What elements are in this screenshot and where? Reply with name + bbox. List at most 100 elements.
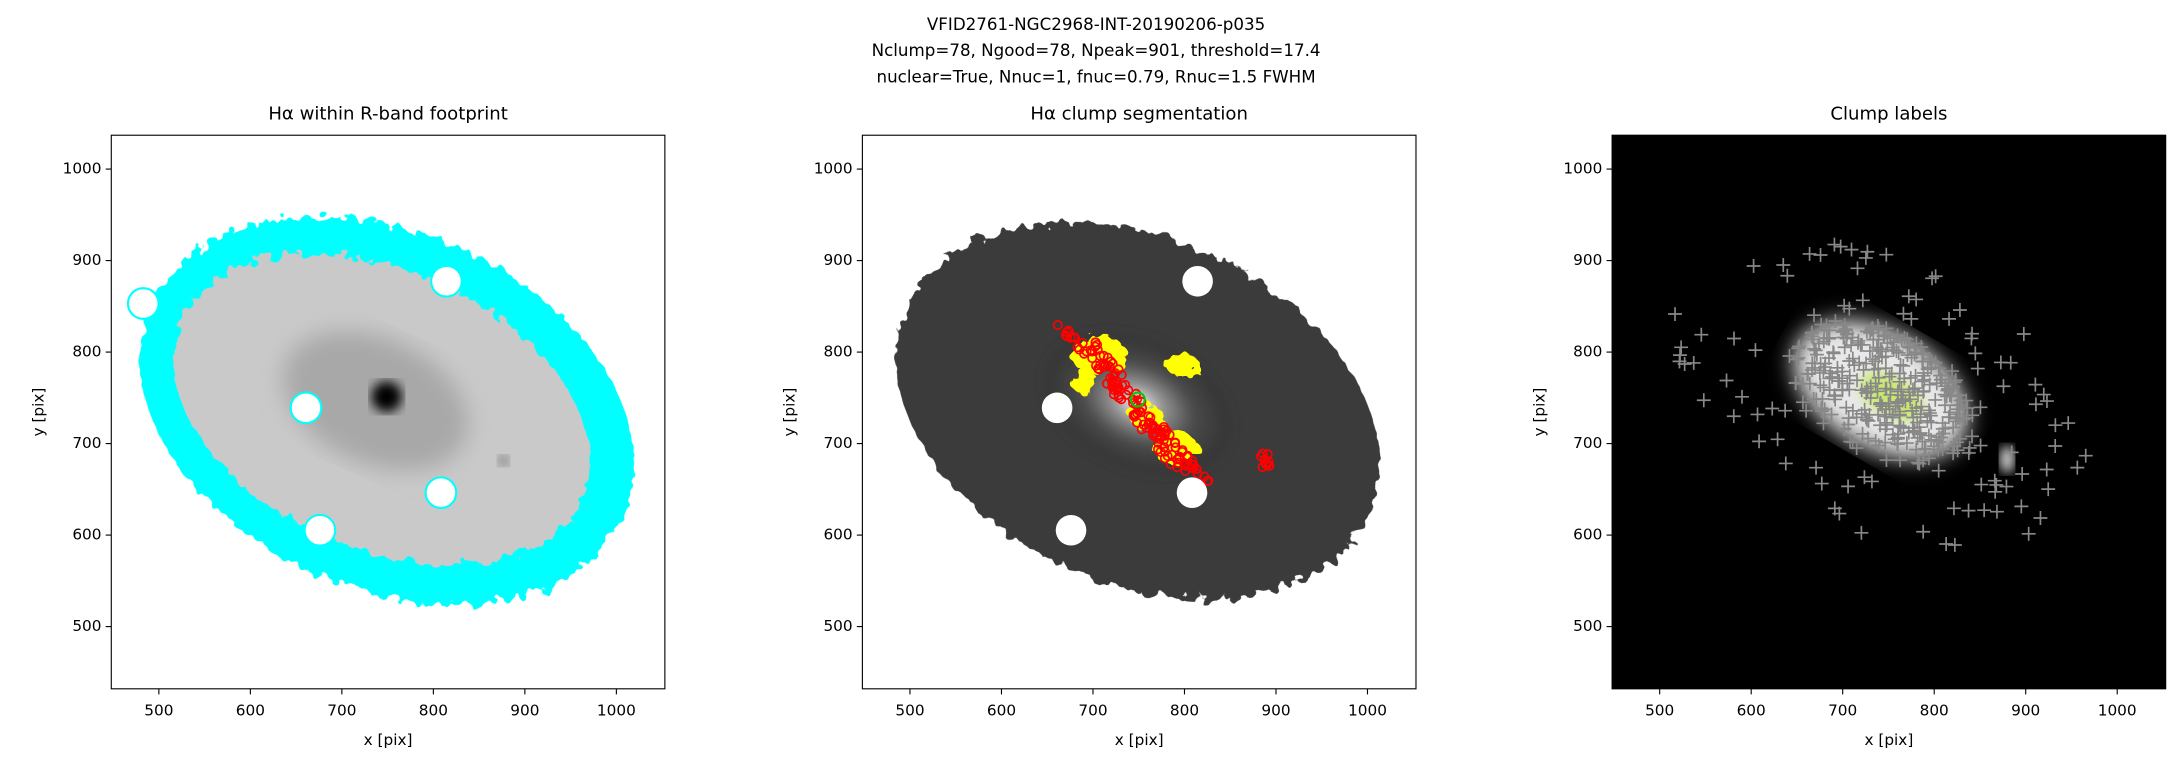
label-marker — [1857, 470, 1872, 485]
label-marker — [2039, 462, 2054, 477]
label-marker — [1780, 268, 1795, 283]
label-marker — [1999, 479, 2014, 494]
label-marker — [1996, 379, 2011, 394]
label-marker — [1802, 247, 1817, 261]
label-marker — [1867, 362, 1881, 377]
label-marker — [1819, 318, 1834, 333]
label-marker — [1854, 406, 1869, 421]
label-marker — [1862, 344, 1877, 358]
label-marker — [1748, 343, 1763, 358]
label-marker — [1844, 338, 1859, 353]
label-marker — [1873, 397, 1887, 412]
label-marker — [1933, 368, 1948, 383]
label-marker — [1686, 355, 1701, 370]
image — [879, 222, 1380, 599]
y-axis-label: y [pix] — [1530, 388, 1548, 437]
label-marker — [1878, 422, 1893, 437]
clump-marker — [1101, 378, 1112, 389]
label-marker — [1939, 537, 1954, 551]
label-marker — [1928, 355, 1943, 370]
label-marker — [1841, 479, 1856, 494]
label-marker — [1859, 386, 1874, 400]
label-marker — [2078, 448, 2093, 463]
label-marker — [1989, 504, 2004, 519]
x-tick-label: 500 — [895, 702, 924, 720]
label-marker — [1719, 373, 1734, 388]
label-marker — [1973, 438, 1988, 453]
label-marker — [1827, 501, 1842, 516]
figure-title: nuclear=True, Nnuc=1, fnuc=0.79, Rnuc=1.… — [877, 68, 1316, 87]
label-marker — [1942, 311, 1957, 326]
label-marker — [2016, 327, 2031, 341]
label-marker — [1891, 396, 1905, 411]
label-marker — [1750, 407, 1765, 422]
label-marker — [1842, 368, 1857, 383]
label-marker — [1849, 441, 1864, 456]
y-tick-label: 700 — [1573, 434, 1602, 452]
label-marker — [1974, 477, 1989, 492]
clump-marker — [1135, 407, 1146, 418]
label-marker — [2048, 439, 2063, 453]
image — [126, 216, 634, 605]
label-marker — [1948, 373, 1963, 388]
label-marker — [1827, 389, 1842, 403]
label-marker — [1696, 393, 1711, 408]
label-marker — [2048, 418, 2063, 433]
label-marker — [1850, 261, 1865, 276]
label-marker — [1792, 339, 1807, 354]
label-marker — [1726, 409, 1741, 424]
label-marker — [1842, 354, 1857, 368]
clump-marker — [1109, 369, 1120, 380]
x-tick-label: 500 — [1645, 702, 1674, 720]
label-marker — [1854, 525, 1869, 540]
y-tick-label: 900 — [1573, 251, 1602, 269]
label-marker — [2036, 387, 2051, 402]
label-marker — [1908, 368, 1923, 383]
label-marker — [1864, 474, 1879, 489]
label-marker — [1988, 484, 2003, 499]
x-tick-label: 1000 — [2098, 702, 2137, 720]
x-tick-label: 1000 — [597, 702, 636, 720]
label-marker — [1925, 271, 1940, 286]
label-marker — [1799, 403, 1814, 418]
label-marker — [1805, 363, 1819, 378]
x-tick-label: 1000 — [1348, 702, 1387, 720]
clump-marker — [1199, 471, 1210, 482]
axes-title: Clump labels — [1830, 103, 1947, 124]
x-tick-label: 600 — [236, 702, 265, 720]
label-marker — [1778, 456, 1793, 471]
clump-marker — [1263, 456, 1274, 467]
x-tick-label: 700 — [1078, 702, 1107, 720]
label-marker — [1889, 344, 1904, 359]
label-marker — [1851, 336, 1865, 350]
clump-marker — [1187, 456, 1198, 467]
figure-title: Nclump=78, Ngood=78, Npeak=901, threshol… — [872, 41, 1321, 60]
label-marker — [2033, 511, 2048, 525]
label-marker — [1788, 376, 1803, 391]
x-axis-label: x [pix] — [1115, 731, 1164, 749]
label-marker — [1944, 389, 1959, 404]
label-marker — [1947, 538, 1962, 552]
clump-marker — [1052, 320, 1063, 331]
label-marker — [1879, 321, 1894, 336]
clump-marker — [1159, 453, 1170, 464]
label-marker — [1808, 343, 1823, 358]
label-marker — [2028, 377, 2043, 392]
label-marker — [1886, 335, 1901, 350]
y-axis-label: y [pix] — [781, 388, 799, 437]
clump-marker — [1152, 424, 1163, 435]
label-marker — [1816, 416, 1831, 431]
figure-title: VFID2761-NGC2968-INT-20190206-p035 — [927, 15, 1265, 34]
label-marker — [1896, 421, 1911, 436]
label-marker — [1878, 349, 1893, 364]
label-marker — [1946, 446, 1961, 461]
clump-marker — [1138, 419, 1149, 430]
label-marker — [1789, 352, 1804, 367]
label-marker — [1674, 340, 1689, 355]
label-marker — [1752, 434, 1767, 449]
label-marker — [2021, 526, 2036, 541]
clump-marker — [1123, 385, 1134, 396]
label-marker — [1879, 247, 1894, 262]
label-marker — [1694, 327, 1709, 342]
label-marker — [2015, 467, 2030, 481]
